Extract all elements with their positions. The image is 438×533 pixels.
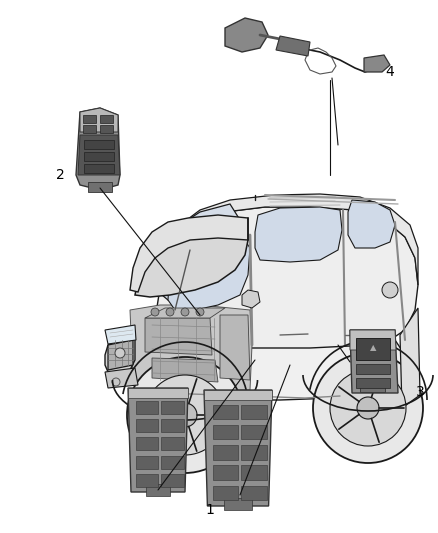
Polygon shape — [360, 385, 385, 392]
Polygon shape — [105, 325, 136, 344]
Polygon shape — [108, 340, 133, 370]
Polygon shape — [364, 55, 390, 72]
Polygon shape — [350, 330, 396, 350]
Circle shape — [127, 357, 243, 473]
Polygon shape — [155, 207, 418, 348]
Polygon shape — [84, 164, 114, 173]
Circle shape — [145, 375, 225, 455]
Polygon shape — [161, 474, 184, 487]
Polygon shape — [128, 388, 188, 398]
Text: ▲: ▲ — [370, 343, 376, 352]
Polygon shape — [105, 368, 138, 388]
Polygon shape — [255, 207, 342, 262]
Polygon shape — [145, 308, 225, 318]
Polygon shape — [161, 419, 184, 432]
Polygon shape — [276, 36, 310, 56]
Polygon shape — [204, 390, 272, 506]
Polygon shape — [135, 474, 158, 487]
Polygon shape — [161, 401, 184, 414]
Text: 1: 1 — [205, 503, 215, 517]
Polygon shape — [204, 390, 272, 400]
Polygon shape — [241, 445, 267, 459]
Circle shape — [115, 348, 125, 358]
Circle shape — [151, 308, 159, 316]
Polygon shape — [162, 204, 240, 300]
Circle shape — [181, 308, 189, 316]
Circle shape — [357, 397, 379, 419]
Polygon shape — [212, 445, 238, 459]
Polygon shape — [348, 200, 395, 248]
Polygon shape — [135, 401, 158, 414]
Polygon shape — [225, 18, 268, 52]
Polygon shape — [242, 290, 260, 308]
Polygon shape — [212, 405, 238, 419]
Polygon shape — [356, 338, 390, 360]
Polygon shape — [152, 358, 218, 382]
Polygon shape — [220, 315, 250, 380]
Polygon shape — [400, 308, 420, 408]
Polygon shape — [80, 108, 118, 132]
Polygon shape — [76, 108, 120, 190]
Polygon shape — [100, 115, 113, 123]
Circle shape — [313, 353, 423, 463]
Polygon shape — [241, 405, 267, 419]
Polygon shape — [83, 115, 96, 123]
Text: 3: 3 — [416, 385, 424, 399]
Circle shape — [382, 282, 398, 298]
Circle shape — [173, 403, 197, 427]
Polygon shape — [88, 182, 112, 192]
Polygon shape — [241, 465, 267, 480]
Polygon shape — [168, 233, 250, 310]
Polygon shape — [130, 320, 405, 400]
Polygon shape — [212, 425, 238, 439]
Polygon shape — [161, 456, 184, 469]
Circle shape — [330, 370, 406, 446]
Polygon shape — [130, 305, 252, 390]
Polygon shape — [241, 486, 267, 500]
Text: 2: 2 — [56, 168, 64, 182]
Polygon shape — [84, 152, 114, 161]
Polygon shape — [356, 378, 390, 388]
Polygon shape — [135, 228, 248, 297]
Polygon shape — [356, 364, 390, 374]
Polygon shape — [161, 438, 184, 450]
Polygon shape — [78, 135, 120, 175]
Circle shape — [196, 308, 204, 316]
Polygon shape — [128, 388, 188, 492]
Text: 4: 4 — [385, 65, 394, 79]
Polygon shape — [135, 419, 158, 432]
Polygon shape — [241, 425, 267, 439]
Polygon shape — [100, 125, 113, 133]
Circle shape — [166, 308, 174, 316]
Polygon shape — [135, 438, 158, 450]
Polygon shape — [130, 215, 248, 292]
Polygon shape — [135, 456, 158, 469]
Polygon shape — [146, 484, 170, 496]
Polygon shape — [83, 125, 96, 133]
Polygon shape — [212, 465, 238, 480]
Polygon shape — [84, 140, 114, 149]
Polygon shape — [145, 318, 212, 355]
Polygon shape — [224, 498, 251, 510]
Polygon shape — [212, 486, 238, 500]
Polygon shape — [162, 194, 418, 285]
Polygon shape — [105, 335, 135, 375]
Polygon shape — [350, 330, 398, 393]
